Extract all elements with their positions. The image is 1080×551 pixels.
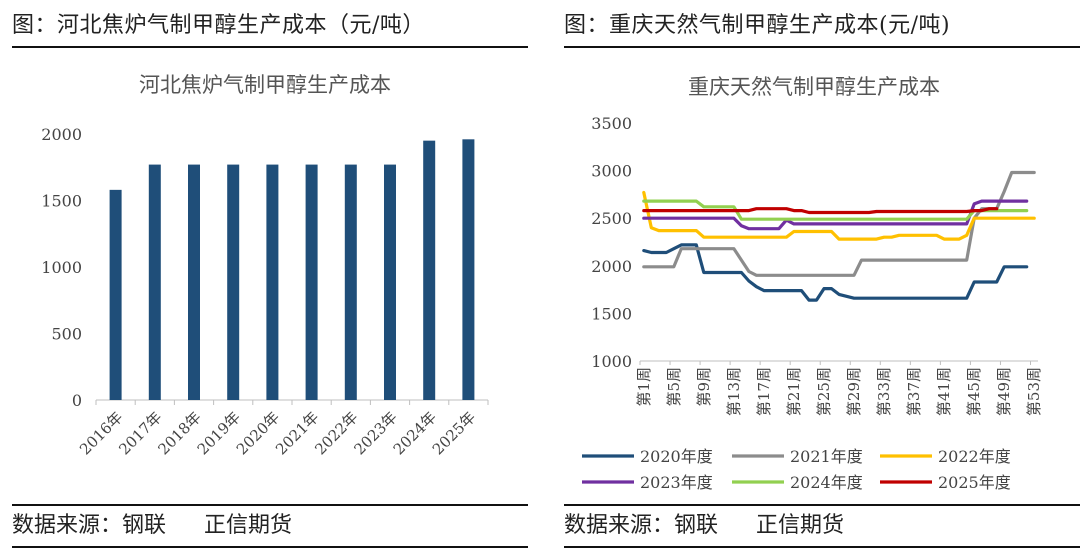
line-series-2025年度: [642, 207, 999, 215]
line-x-tick-label: 第21周: [785, 367, 803, 416]
line-x-tick-label: 第1周: [635, 367, 653, 407]
right-source-line: 数据来源：钢联 正信期货: [564, 504, 1080, 548]
line-x-tick-label: 第37周: [905, 367, 923, 416]
legend-label-2020年度: 2020年度: [640, 447, 713, 466]
line-x-tick-label: 第13周: [725, 367, 743, 416]
right-source-org: 正信期货: [756, 513, 845, 538]
line-x-tick-label: 第33周: [875, 367, 893, 416]
line-y-tick-label: 1000: [591, 352, 632, 371]
bar-x-tick-label: 2017年: [115, 408, 165, 458]
right-figure-panel: 图：重庆天然气制甲醇生产成本(元/吨) 重庆天然气制甲醇生产成本 1000 150…: [552, 0, 1080, 551]
line-x-tick-label: 第45周: [965, 367, 983, 416]
line-x-tick-label: 第41周: [935, 367, 953, 416]
line-y-tick-label: 2500: [591, 209, 632, 228]
line-x-tick-label: 第25周: [815, 367, 833, 416]
bar-x-tick-label: 2020年: [233, 408, 283, 458]
line-series-2020年度: [642, 243, 1029, 302]
line-series-2023年度: [642, 199, 1029, 231]
bar-2023年: [384, 164, 396, 400]
bar-x-tick-label: 2022年: [311, 408, 361, 458]
line-x-tick-label: 第49周: [995, 367, 1013, 416]
bar-chart: 河北焦炉气制甲醇生产成本 05001000150020002016年2017年2…: [41, 73, 489, 458]
line-y-tick-label: 2000: [591, 257, 632, 276]
right-figure-caption: 图：重庆天然气制甲醇生产成本(元/吨): [564, 8, 1080, 48]
line-series-2021年度: [642, 170, 1036, 277]
bar-y-tick-label: 0: [72, 391, 82, 410]
legend-label-2024年度: 2024年度: [790, 473, 863, 492]
bar-2021年: [305, 164, 318, 400]
bar-2018年: [188, 164, 200, 400]
left-source-org: 正信期货: [204, 513, 293, 538]
bar-x-tick-label: 2021年: [272, 408, 322, 458]
line-y-tick-label: 3000: [591, 162, 632, 181]
bar-x-tick-label: 2023年: [350, 408, 400, 458]
left-source-label: 数据来源：钢联: [12, 513, 167, 538]
legend-label-2022年度: 2022年度: [938, 447, 1011, 466]
bar-y-tick-label: 1000: [41, 258, 82, 277]
line-series-2022年度: [642, 190, 1036, 241]
bar-2016年: [109, 189, 122, 400]
bar-x-tick-label: 2016年: [76, 408, 126, 458]
bar-x-tick-label: 2025年: [429, 408, 479, 458]
bar-x-tick-label: 2019年: [194, 408, 244, 458]
bar-y-tick-label: 1500: [41, 192, 82, 211]
right-source-label: 数据来源：钢联: [564, 513, 719, 538]
legend-label-2021年度: 2021年度: [790, 447, 863, 466]
bar-x-tick-label: 2018年: [154, 408, 204, 458]
left-source-line: 数据来源：钢联 正信期货: [12, 504, 528, 548]
line-x-tick-label: 第9周: [695, 367, 713, 407]
bar-y-tick-label: 500: [51, 325, 82, 344]
bar-2020年: [266, 164, 279, 400]
bar-2019年: [227, 164, 240, 400]
bar-x-tick-label: 2024年: [390, 408, 440, 458]
bar-2022年: [344, 164, 357, 400]
line-x-tick-label: 第29周: [845, 367, 863, 416]
bar-chart-title: 河北焦炉气制甲醇生产成本: [139, 73, 391, 97]
bar-2025年: [462, 139, 475, 400]
line-chart: 重庆天然气制甲醇生产成本 1000 1500 2000 2500 3000 3500 第1周…: [582, 75, 1043, 492]
line-y-tick-label: 1500: [591, 304, 632, 323]
line-chart-title: 重庆天然气制甲醇生产成本: [688, 75, 940, 99]
bar-y-tick-label: 2000: [41, 125, 82, 144]
legend-label-2025年度: 2025年度: [938, 473, 1011, 492]
line-series-2024年度: [642, 199, 1029, 221]
legend-label-2023年度: 2023年度: [640, 473, 713, 492]
line-y-tick-label: 3500: [591, 114, 632, 133]
left-figure-caption: 图：河北焦炉气制甲醇生产成本（元/吨）: [12, 8, 528, 48]
left-figure-panel: 图：河北焦炉气制甲醇生产成本（元/吨） 河北焦炉气制甲醇生产成本 0 500 100…: [0, 0, 528, 551]
bar-2024年: [423, 140, 436, 400]
bar-2017年: [148, 164, 161, 400]
line-x-tick-label: 第5周: [665, 367, 683, 407]
line-x-tick-label: 第53周: [1025, 367, 1043, 416]
line-x-tick-label: 第17周: [755, 367, 773, 416]
